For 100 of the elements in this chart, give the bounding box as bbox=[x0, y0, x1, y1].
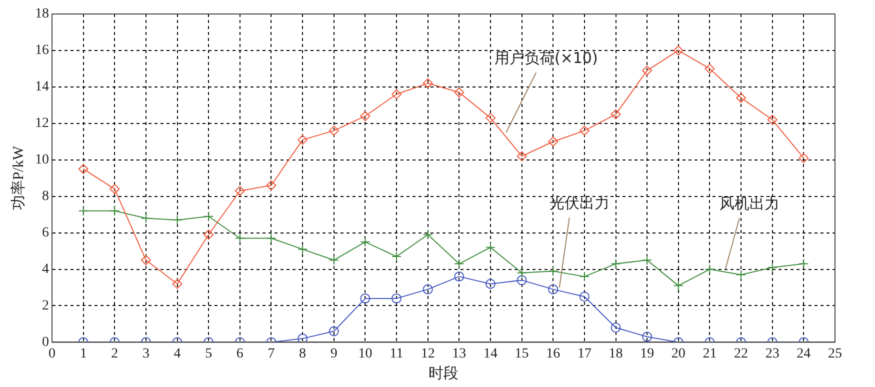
x-tick-label: 19 bbox=[640, 346, 654, 362]
point bbox=[140, 213, 151, 224]
point bbox=[767, 262, 778, 272]
x-tick-label: 15 bbox=[514, 346, 529, 362]
point bbox=[516, 151, 527, 162]
point bbox=[579, 292, 590, 302]
y-tick-label: 8 bbox=[42, 189, 49, 204]
y-tick-label: 16 bbox=[35, 43, 49, 58]
x-axis-title: 时段 bbox=[428, 364, 458, 382]
point bbox=[360, 111, 370, 122]
annotation: 用户负荷(×10) bbox=[494, 48, 598, 67]
point bbox=[392, 89, 402, 100]
point bbox=[266, 180, 276, 190]
point bbox=[298, 334, 308, 342]
y-tick-label: 0 bbox=[42, 334, 49, 350]
point bbox=[704, 64, 715, 74]
point bbox=[485, 242, 496, 252]
x-tick-label: 12 bbox=[420, 346, 435, 362]
point bbox=[642, 255, 652, 266]
point bbox=[360, 236, 370, 247]
x-tick-label: 20 bbox=[671, 346, 686, 362]
point bbox=[360, 293, 370, 304]
point bbox=[110, 184, 120, 194]
x-tick-label: 10 bbox=[358, 346, 372, 362]
x-tick-label: 9 bbox=[330, 346, 338, 362]
point bbox=[798, 153, 809, 164]
point bbox=[548, 136, 558, 147]
point bbox=[579, 126, 590, 136]
point bbox=[204, 230, 214, 240]
point bbox=[78, 206, 88, 216]
point bbox=[328, 326, 339, 336]
x-tick-label: 22 bbox=[734, 346, 748, 362]
point bbox=[516, 275, 527, 286]
point bbox=[422, 230, 433, 240]
point bbox=[454, 87, 464, 98]
x-tick-label: 13 bbox=[452, 346, 466, 362]
point bbox=[234, 186, 245, 196]
x-tick-label: 6 bbox=[236, 346, 244, 362]
y-tick-label: 14 bbox=[35, 80, 49, 95]
point bbox=[298, 244, 308, 254]
point bbox=[485, 278, 496, 289]
point bbox=[392, 293, 402, 304]
point bbox=[736, 92, 746, 103]
x-tick-label: 17 bbox=[577, 346, 592, 362]
point bbox=[298, 134, 308, 145]
point bbox=[673, 45, 684, 56]
x-tick-label: 11 bbox=[390, 346, 404, 362]
x-tick-label: 4 bbox=[174, 346, 181, 362]
point bbox=[548, 284, 558, 294]
point bbox=[422, 78, 433, 88]
point bbox=[610, 322, 621, 333]
point bbox=[328, 126, 339, 136]
x-tick-label: 24 bbox=[796, 346, 811, 362]
x-tick-label: 8 bbox=[299, 346, 306, 362]
y-tick-label: 4 bbox=[42, 262, 49, 277]
annotation: 风机出力 bbox=[719, 194, 780, 213]
point bbox=[704, 264, 715, 274]
point bbox=[422, 284, 433, 294]
point bbox=[328, 255, 339, 266]
point bbox=[392, 252, 402, 262]
point bbox=[798, 258, 809, 269]
x-tick-label: 7 bbox=[268, 346, 275, 362]
point bbox=[140, 255, 151, 266]
point bbox=[266, 233, 276, 244]
point bbox=[110, 206, 120, 216]
point bbox=[454, 258, 464, 269]
point bbox=[610, 109, 621, 120]
y-tick-label: 12 bbox=[35, 116, 49, 132]
point bbox=[642, 332, 652, 342]
point bbox=[548, 266, 558, 276]
x-tick-label: 2 bbox=[111, 346, 118, 362]
point bbox=[485, 112, 496, 123]
x-tick-label: 25 bbox=[828, 346, 842, 362]
y-tick-label: 18 bbox=[35, 6, 49, 22]
point bbox=[204, 211, 214, 222]
point bbox=[234, 233, 245, 244]
point bbox=[78, 164, 88, 174]
point bbox=[673, 280, 684, 291]
point bbox=[172, 215, 182, 226]
point bbox=[610, 258, 621, 269]
annotation: 光伏出力 bbox=[549, 194, 610, 212]
y-axis-title: 功率P/kW bbox=[10, 145, 27, 210]
point bbox=[767, 114, 778, 125]
y-tick-label: 2 bbox=[42, 298, 49, 314]
point bbox=[642, 66, 652, 76]
y-tick-label: 10 bbox=[35, 152, 49, 168]
x-tick-label: 14 bbox=[483, 346, 498, 362]
x-tick-label: 3 bbox=[142, 346, 150, 362]
point bbox=[736, 270, 746, 280]
x-tick-label: 16 bbox=[546, 346, 560, 362]
point bbox=[454, 272, 464, 282]
point bbox=[516, 268, 527, 278]
x-tick-label: 5 bbox=[205, 346, 212, 362]
y-tick-label: 6 bbox=[42, 225, 49, 240]
point bbox=[172, 278, 182, 289]
point bbox=[579, 272, 590, 282]
x-tick-label: 23 bbox=[765, 346, 780, 362]
x-tick-label: 21 bbox=[702, 346, 717, 362]
x-tick-label: 1 bbox=[80, 346, 87, 362]
x-tick-label: 18 bbox=[608, 346, 623, 362]
